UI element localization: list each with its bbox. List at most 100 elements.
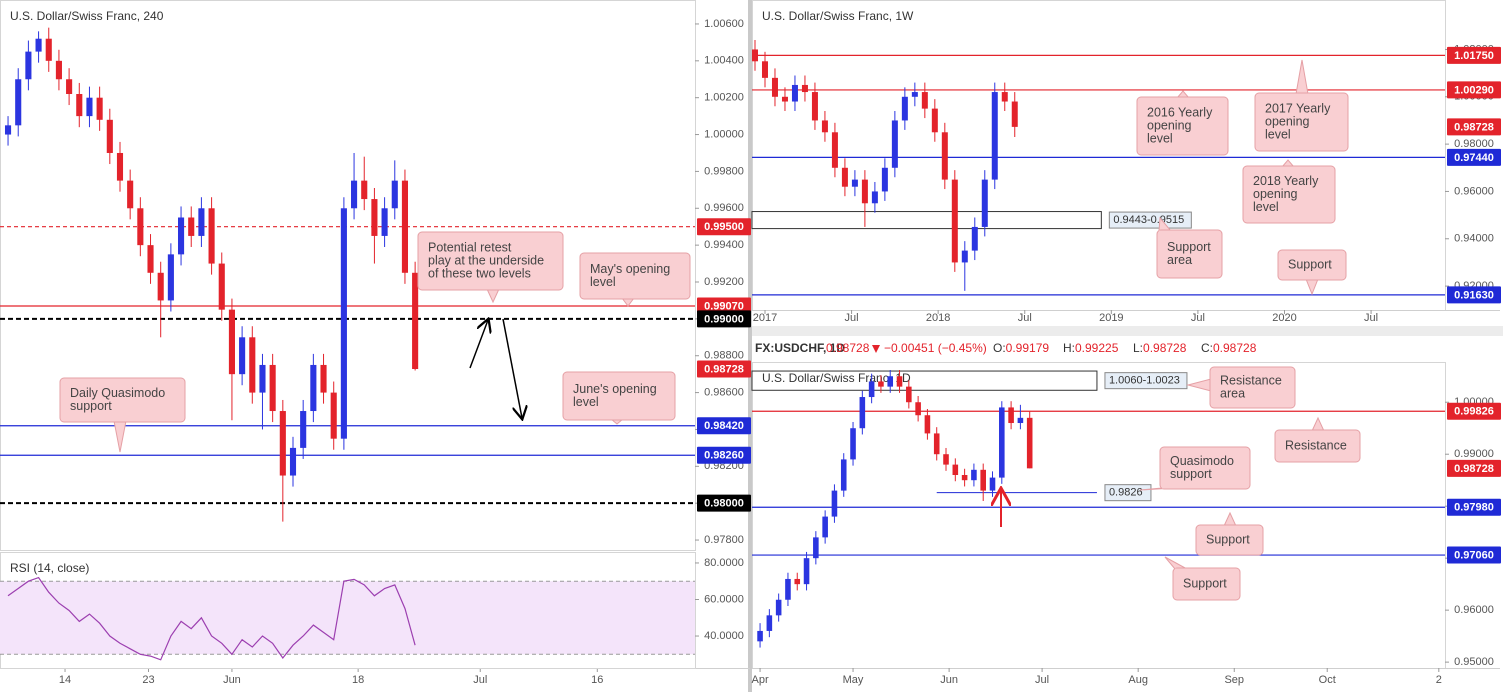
candle-body xyxy=(803,558,810,585)
candle-body xyxy=(961,250,968,263)
candle-body xyxy=(76,94,83,117)
level-label: 0.98728 xyxy=(1454,121,1494,133)
callout-text: opening xyxy=(1253,187,1298,201)
callout-box xyxy=(1209,366,1296,409)
hline-label: 0.9826 xyxy=(1109,487,1143,499)
ohlc-value: 0.99225 xyxy=(1075,341,1119,355)
candle-body xyxy=(269,364,276,412)
candle-body xyxy=(4,125,12,135)
candle-body xyxy=(933,433,940,455)
y-tick-label: 60.0000 xyxy=(704,593,744,605)
candle-body xyxy=(1017,417,1024,424)
rsi-band xyxy=(0,581,695,655)
candle-body xyxy=(137,208,144,246)
x-tick-label: 2020 xyxy=(1272,312,1296,324)
candle-body xyxy=(813,537,819,559)
arrow xyxy=(502,318,522,418)
y-tick-label: 0.99800 xyxy=(704,165,744,177)
candle-body xyxy=(198,208,205,236)
y-tick-label: 80.0000 xyxy=(704,557,744,569)
candle-body xyxy=(752,49,758,62)
level-label-box xyxy=(1447,46,1501,64)
level-label-box xyxy=(697,297,751,315)
callout-box xyxy=(1159,446,1251,490)
level-label-box xyxy=(697,218,751,236)
y-tick-label: 0.99000 xyxy=(1454,448,1494,460)
callout-text: Resistance xyxy=(1285,438,1347,452)
level-label-box xyxy=(1447,286,1501,304)
level-label-box xyxy=(697,310,751,328)
candle-body xyxy=(279,411,286,476)
x-tick-label: Aug xyxy=(1128,674,1148,686)
candle-body xyxy=(208,208,215,264)
level-label-box xyxy=(1447,498,1501,516)
candle-body xyxy=(887,376,894,387)
candle-body xyxy=(868,381,875,398)
x-tick-label: 23 xyxy=(142,674,154,686)
x-tick-label: 2019 xyxy=(1099,312,1123,324)
candle-body xyxy=(55,60,62,80)
candle-body xyxy=(881,167,888,192)
candle-body xyxy=(391,180,398,209)
callout-box xyxy=(59,377,186,423)
candle-body xyxy=(911,92,918,97)
candle-body xyxy=(761,61,768,78)
level-label-box xyxy=(1447,459,1501,477)
ohlc-value: 0.98728 xyxy=(1213,341,1257,355)
callout-box xyxy=(1136,96,1229,156)
x-tick-label: 2018 xyxy=(926,312,950,324)
level-label: 0.99000 xyxy=(704,313,744,325)
candle-body xyxy=(239,337,246,375)
callout-text: play at the underside xyxy=(428,253,544,267)
candle-body xyxy=(791,84,798,102)
callout-text: level xyxy=(590,275,616,289)
level-label: 0.98420 xyxy=(704,420,744,432)
candle-body xyxy=(915,402,921,416)
candle-body xyxy=(921,92,928,109)
arrow xyxy=(469,320,488,369)
panel-divider xyxy=(752,326,1503,336)
callout-text: opening xyxy=(1147,118,1192,132)
candle-body xyxy=(86,97,93,117)
x-tick-label: Jul xyxy=(1191,312,1205,324)
candle-body xyxy=(952,464,959,476)
callout-text: level xyxy=(1265,127,1291,141)
x-tick-label: 2017 xyxy=(753,312,777,324)
candle-body xyxy=(228,309,235,375)
candle-body xyxy=(840,459,847,491)
x-tick-label: Sep xyxy=(1224,674,1244,686)
candle-body xyxy=(157,272,164,301)
level-label: 0.98260 xyxy=(704,450,744,462)
x-tick-label: Jul xyxy=(473,674,487,686)
ohlc-label: O: xyxy=(993,341,1006,355)
level-label: 0.97440 xyxy=(1454,152,1494,164)
candle-body xyxy=(850,428,856,460)
level-label-box xyxy=(697,494,751,512)
ohlc: C:0.98728 xyxy=(1201,341,1257,355)
ohlc-value: 0.99179 xyxy=(1006,341,1050,355)
ohlc-value: 0.98728 xyxy=(1143,341,1187,355)
callout-text: level xyxy=(1253,200,1279,214)
level-label: 1.01750 xyxy=(1454,50,1494,62)
zone-label-box xyxy=(1104,372,1188,390)
x-tick-label: Jul xyxy=(1035,674,1049,686)
x-tick-label: 2 xyxy=(1436,674,1442,686)
zone xyxy=(751,370,1098,391)
x-tick-label: Jul xyxy=(1364,312,1378,324)
callout-box xyxy=(1195,524,1264,556)
y-tick-label: 40.0000 xyxy=(704,630,744,642)
candle-body xyxy=(859,397,866,429)
y-tick-label: 1.00000 xyxy=(704,128,744,140)
candle-body xyxy=(971,469,977,481)
candle-body xyxy=(924,415,931,434)
candle-body xyxy=(361,180,368,200)
callout-text: Quasimodo xyxy=(1170,454,1234,468)
callout-text: 2017 Yearly xyxy=(1265,101,1331,115)
candle-body xyxy=(989,477,996,491)
y-tick-label: 0.95000 xyxy=(1454,656,1494,668)
ohlc-label: C: xyxy=(1201,341,1213,355)
candle-body xyxy=(218,263,225,310)
level-label-box xyxy=(697,417,751,435)
level-label: 0.99070 xyxy=(704,300,744,312)
